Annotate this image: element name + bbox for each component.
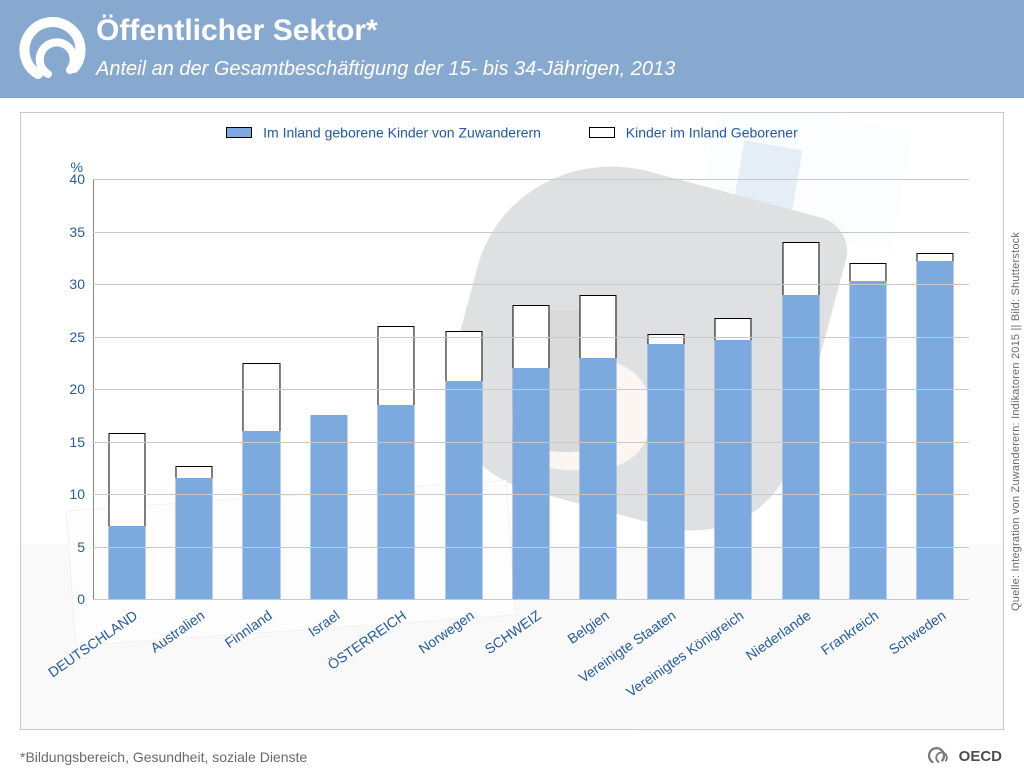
chart-gridline: [93, 494, 969, 495]
bar-fill: [243, 431, 280, 599]
y-tick-label: 25: [69, 329, 93, 345]
bar-fill: [176, 478, 213, 599]
page-title: Öffentlicher Sektor*: [96, 14, 378, 48]
chart-gridline: [93, 284, 969, 285]
bar-fill: [580, 358, 617, 600]
legend-item-1: Kinder im Inland Geborener: [589, 123, 798, 140]
bar-fill: [917, 261, 954, 599]
bar-fill: [512, 368, 549, 599]
legend-label-0: Im Inland geborene Kinder von Zuwanderer…: [263, 124, 541, 140]
bar-fill: [310, 415, 347, 599]
y-tick-label: 40: [69, 171, 93, 187]
y-tick-label: 10: [69, 486, 93, 502]
y-tick-label: 20: [69, 381, 93, 397]
bar-fill: [715, 340, 752, 599]
chart-gridline: [93, 599, 969, 600]
page-subtitle: Anteil an der Gesamtbeschäftigung der 15…: [96, 58, 675, 81]
chart-gridline: [93, 232, 969, 233]
bar-fill: [378, 405, 415, 599]
chart-frame: Im Inland geborene Kinder von Zuwanderer…: [20, 112, 1004, 730]
bar-fill: [849, 281, 886, 599]
oecd-rings-icon: [925, 747, 955, 765]
y-tick-label: 15: [69, 434, 93, 450]
bar-fill: [445, 381, 482, 599]
chart-gridline: [93, 337, 969, 338]
bar-fill: [782, 295, 819, 600]
bar-fill: [108, 526, 145, 600]
footer-oecd-logo: OECD: [925, 747, 1002, 765]
chart-legend: Im Inland geborene Kinder von Zuwanderer…: [21, 123, 1003, 140]
footnote-text: *Bildungsbereich, Gesundheit, soziale Di…: [20, 749, 307, 765]
chart-plot-area: % DEUTSCHLANDAustralienFinnlandIsraelÖST…: [93, 179, 969, 599]
y-tick-label: 0: [77, 591, 93, 607]
bar-fill: [647, 344, 684, 599]
chart-gridline: [93, 547, 969, 548]
chart-gridline: [93, 442, 969, 443]
legend-swatch-1: [589, 127, 615, 138]
page-root: Öffentlicher Sektor* Anteil an der Gesam…: [0, 0, 1024, 771]
oecd-logo-icon: [14, 16, 86, 88]
legend-label-1: Kinder im Inland Geborener: [626, 124, 798, 140]
chart-gridline: [93, 179, 969, 180]
legend-swatch-0: [226, 127, 252, 138]
footer-logo-text: OECD: [959, 748, 1002, 765]
source-credit: Quelle: Integration von Zuwanderern: Ind…: [1007, 112, 1024, 730]
legend-item-0: Im Inland geborene Kinder von Zuwanderer…: [226, 123, 541, 140]
chart-gridline: [93, 389, 969, 390]
header-band: Öffentlicher Sektor* Anteil an der Gesam…: [0, 0, 1024, 98]
y-tick-label: 30: [69, 276, 93, 292]
y-tick-label: 35: [69, 224, 93, 240]
y-tick-label: 5: [77, 539, 93, 555]
